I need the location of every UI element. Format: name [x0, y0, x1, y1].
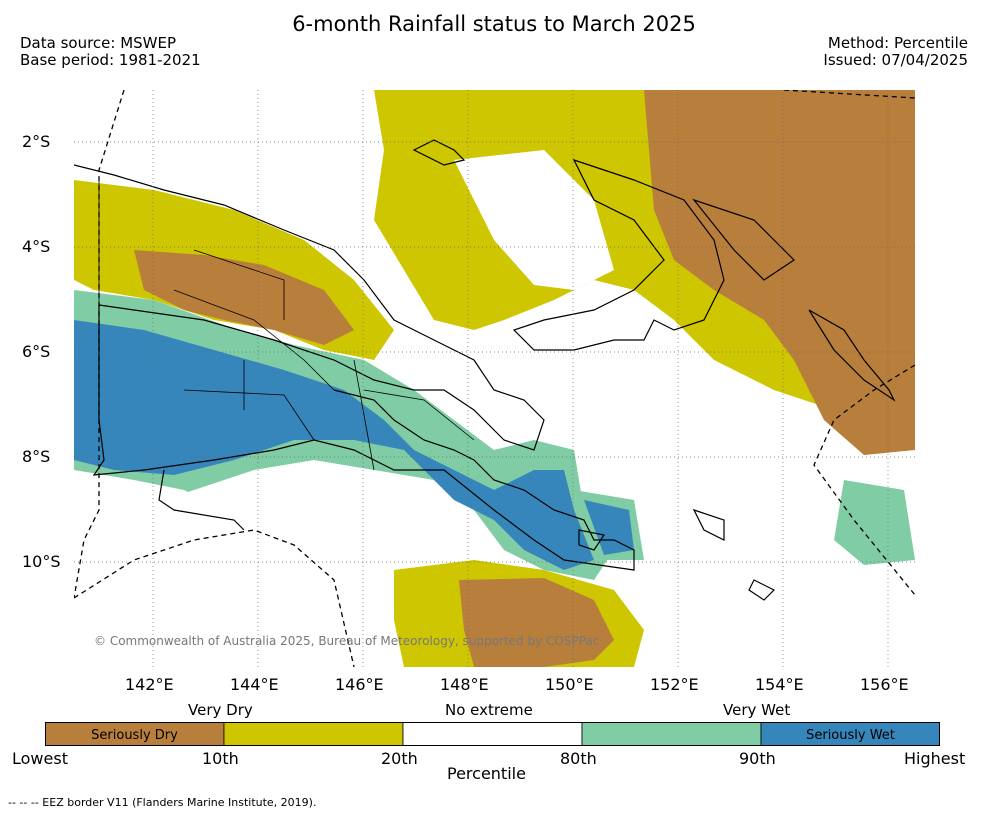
lon-label-146e: 146°E: [335, 675, 384, 694]
lon-label-148e: 148°E: [440, 675, 489, 694]
legend-segment-label-1: Seriously Dry: [91, 728, 178, 743]
eez-footnote: -- -- -- EEZ border V11 (Flanders Marine…: [8, 796, 317, 809]
legend-segment-label-5: Seriously Wet: [806, 728, 895, 743]
base-period: Base period: 1981-2021: [20, 51, 201, 69]
lat-label-10s: 10°S: [22, 552, 61, 571]
data-source: Data source: MSWEP: [20, 34, 177, 52]
legend-axis-title: Percentile: [447, 764, 526, 783]
method: Method: Percentile: [827, 34, 968, 52]
lon-label-152e: 152°E: [650, 675, 699, 694]
legend-tick-90th: 90th: [739, 749, 776, 768]
legend-frame: [45, 722, 940, 746]
graticule: [74, 90, 915, 667]
legend-segment-3: [402, 722, 583, 746]
seriously-dry-west: [134, 250, 354, 345]
legend-tick-lowest: Lowest: [12, 749, 68, 768]
seriously-wet-southwest: [74, 320, 594, 570]
wet-patch-east: [834, 480, 915, 565]
legend-band-no-extreme: No extreme: [445, 701, 533, 719]
seriously-wet-milne-bay: [584, 500, 634, 555]
legend-tick-80th: 80th: [560, 749, 597, 768]
legend-tick-20th: 20th: [381, 749, 418, 768]
lon-label-142e: 142°E: [125, 675, 174, 694]
lon-label-144e: 144°E: [230, 675, 279, 694]
legend-band-very-wet: Very Wet: [723, 701, 791, 719]
legend-band-very-dry: Very Dry: [188, 701, 253, 719]
rainfall-map: © Commonwealth of Australia 2025, Bureau…: [74, 90, 915, 667]
seriously-dry-south: [459, 578, 614, 667]
legend-colorbar: Seriously Dry Seriously Wet: [45, 722, 940, 746]
coastlines: [74, 139, 896, 601]
no-extreme-patch-south: [74, 470, 224, 520]
legend-segment-2: [223, 722, 404, 746]
lat-label-8s: 8°S: [22, 447, 51, 466]
lon-label-154e: 154°E: [755, 675, 804, 694]
issued-date: Issued: 07/04/2025: [823, 51, 968, 69]
legend-tick-highest: Highest: [904, 749, 966, 768]
province-boundaries: [98, 180, 475, 471]
no-extreme-channel: [454, 150, 614, 290]
lon-label-156e: 156°E: [860, 675, 909, 694]
lat-label-4s: 4°S: [22, 237, 51, 256]
map-title: 6-month Rainfall status to March 2025: [292, 12, 696, 36]
lat-label-6s: 6°S: [22, 342, 51, 361]
copyright-notice: © Commonwealth of Australia 2025, Bureau…: [94, 634, 599, 648]
lat-label-2s: 2°S: [22, 132, 51, 151]
legend-segment-4: [581, 722, 762, 746]
legend-segment-1: [45, 722, 225, 746]
legend-segment-5: [760, 722, 940, 746]
legend-tick-10th: 10th: [202, 749, 239, 768]
lon-label-150e: 150°E: [545, 675, 594, 694]
eez-border: [74, 90, 915, 667]
